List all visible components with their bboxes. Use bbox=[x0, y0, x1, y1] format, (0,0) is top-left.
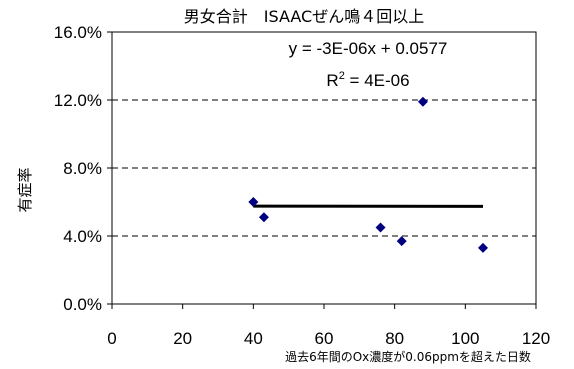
data-point bbox=[258, 212, 269, 223]
y-tick-label: 16.0% bbox=[54, 23, 102, 42]
y-axis-title: 有症率 bbox=[16, 167, 34, 212]
data-point bbox=[417, 96, 428, 107]
x-axis: 0 20 40 60 80 100 120 bbox=[107, 304, 550, 348]
x-tick-label: 0 bbox=[107, 329, 116, 348]
chart-title: 男女合計 ISAACぜん鳴４回以上 bbox=[184, 7, 424, 26]
r-squared-prefix: R bbox=[326, 71, 338, 90]
gridlines bbox=[112, 99, 536, 237]
x-tick-label: 40 bbox=[244, 329, 263, 348]
data-point bbox=[396, 236, 407, 247]
y-tick-label: 4.0% bbox=[63, 227, 102, 246]
data-points bbox=[248, 96, 488, 253]
y-tick-label: 12.0% bbox=[54, 91, 102, 110]
x-tick-label: 120 bbox=[522, 329, 550, 348]
y-tick-label: 8.0% bbox=[63, 159, 102, 178]
x-tick-label: 20 bbox=[173, 329, 192, 348]
trendline-equation: y = -3E-06x + 0.0577 bbox=[289, 39, 448, 58]
data-point bbox=[248, 197, 259, 207]
r-squared-label: R2 = 4E-06 bbox=[326, 70, 409, 90]
x-axis-title: 過去6年間のOx濃度が0.06ppmを超えた日数 bbox=[285, 349, 531, 364]
data-point bbox=[478, 242, 488, 253]
r-squared-value: = 4E-06 bbox=[345, 71, 410, 90]
x-tick-label: 100 bbox=[451, 329, 479, 348]
y-tick-label: 0.0% bbox=[63, 295, 102, 314]
x-tick-label: 60 bbox=[315, 329, 334, 348]
y-axis: 0.0% 4.0% 8.0% 12.0% 16.0% bbox=[54, 23, 112, 314]
r-squared-superscript: 2 bbox=[339, 70, 345, 82]
data-point bbox=[375, 222, 386, 233]
x-tick-label: 80 bbox=[385, 329, 404, 348]
